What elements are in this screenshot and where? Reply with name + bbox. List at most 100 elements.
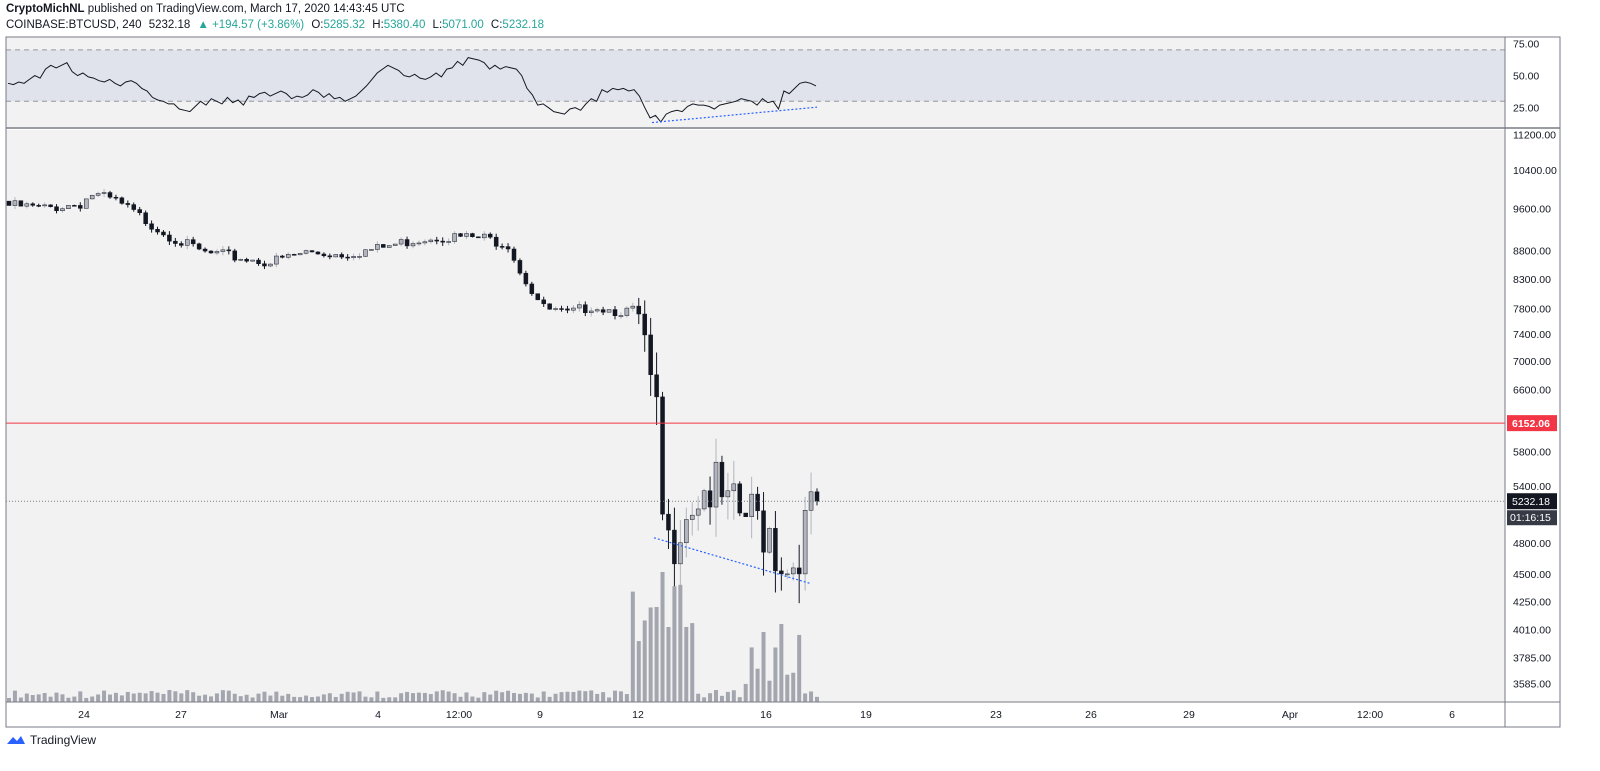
candle (66, 205, 71, 209)
candle (315, 251, 321, 255)
candle-body (285, 254, 291, 258)
candle-body (511, 248, 517, 261)
candle (83, 198, 89, 209)
volume-bar (529, 693, 534, 702)
candle (381, 244, 386, 248)
volume-bar (119, 695, 124, 702)
candle (487, 232, 493, 239)
candle (119, 196, 125, 205)
countdown-label: 01:16:15 (1510, 512, 1551, 524)
candle (559, 305, 564, 312)
tradingview-logo-icon (7, 736, 25, 744)
volume-bar (690, 623, 695, 702)
candle-body (95, 193, 101, 196)
volume-bar (440, 690, 445, 702)
volume-bar (446, 691, 451, 702)
volume-bar (256, 693, 261, 702)
rsi-pane[interactable] (6, 37, 1560, 129)
candle-body (392, 243, 398, 246)
volume-bar (125, 691, 130, 702)
volume-bar (583, 691, 588, 702)
candle (333, 253, 339, 258)
candle-body (274, 255, 279, 265)
volume-bar (785, 674, 790, 702)
candle-body (250, 259, 255, 262)
volume-bar (96, 694, 101, 702)
volume-bar (375, 691, 380, 702)
candle-body (482, 233, 487, 239)
volume-bar (791, 672, 796, 702)
candle-body (802, 510, 808, 575)
volume-bar (197, 695, 202, 702)
candle-body (54, 206, 59, 212)
candle-body (268, 263, 273, 267)
candle (256, 257, 261, 266)
low-label: L: (432, 19, 443, 31)
candle (624, 306, 630, 318)
tradingview-brand[interactable]: TradingView (6, 732, 96, 748)
volume-bar (238, 696, 243, 702)
volume-bar (203, 694, 208, 702)
volume-bar (482, 692, 487, 702)
time-axis-label: 26 (1085, 709, 1097, 721)
candle (701, 488, 707, 512)
time-axis-label: Mar (270, 709, 289, 721)
candle-body (369, 249, 374, 251)
candle-body (309, 250, 315, 253)
candle-body (297, 253, 303, 256)
candle (226, 246, 232, 255)
candle-body (577, 304, 582, 309)
candle (285, 252, 291, 260)
candle (547, 303, 552, 310)
candle (220, 246, 226, 256)
candle-body (6, 200, 12, 206)
price-pane[interactable] (6, 130, 1505, 702)
author-name[interactable]: CryptoMichNL (6, 3, 85, 15)
price-axis-label: 10400.00 (1513, 165, 1557, 177)
candle (42, 202, 47, 208)
time-axis-label: 23 (990, 709, 1002, 721)
support-price-tag[interactable] (1507, 415, 1557, 432)
candle-body (755, 493, 760, 512)
candle (767, 526, 772, 555)
publish-header: CryptoMichNL published on TradingView.co… (6, 2, 405, 17)
candle-body (785, 573, 790, 576)
candle (493, 233, 499, 250)
candle (392, 243, 398, 246)
candle (458, 232, 463, 237)
volume-bar (393, 697, 398, 702)
volume-bar (666, 627, 671, 702)
volume-bar (719, 695, 724, 702)
last-price-tag[interactable] (1507, 493, 1557, 510)
candle-body (125, 203, 131, 205)
time-axis-label: 12 (632, 709, 644, 721)
volume-bar (102, 690, 107, 702)
price-axis[interactable]: 75.00 50.00 25.00 11200.00 10400.00 9600.00 88… (1504, 37, 1557, 727)
candle-body (131, 204, 137, 210)
candle (196, 242, 202, 251)
candle (755, 486, 760, 520)
time-axis[interactable]: 24 27 Mar 4 12:00 9 12 16 19 23 26 29 Apr 12:00 6 (5, 36, 1561, 728)
candle-body (42, 204, 47, 207)
candle-body (244, 259, 249, 262)
candle-body (48, 204, 53, 207)
price-trendline (653, 537, 812, 585)
volume-bar (369, 697, 374, 702)
candle (470, 232, 475, 238)
candle (600, 306, 606, 316)
volume-bar (731, 690, 736, 702)
candle (131, 202, 137, 212)
candle-body (196, 243, 202, 250)
volume-bar (488, 694, 493, 702)
price-axis-label: 3785.00 (1513, 652, 1551, 664)
volume-bar (767, 680, 772, 702)
volume-bar (149, 691, 154, 702)
candle-body (416, 242, 422, 245)
candle (612, 305, 618, 320)
candle (78, 202, 83, 212)
volume-bar (702, 697, 707, 702)
candle-body (78, 205, 83, 209)
candle (238, 258, 243, 262)
candle (12, 197, 18, 210)
